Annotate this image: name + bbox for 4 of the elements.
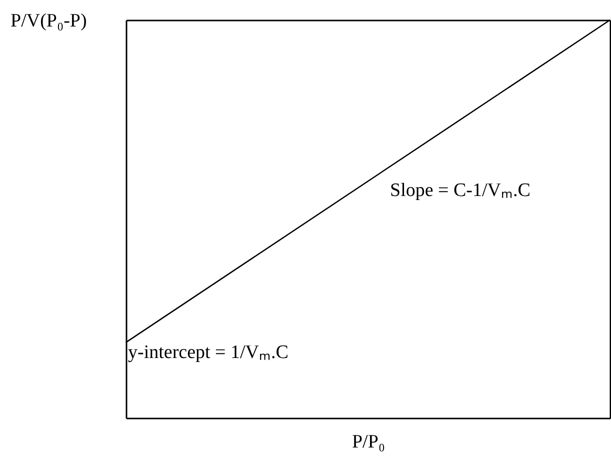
x-axis-title: P/P₀ [352, 432, 386, 452]
annotation: y-intercept = 1/Vₘ.C [128, 342, 288, 363]
y-axis-title: P/V(P₀-P) [10, 10, 87, 32]
annotation: Slope = C-1/Vₘ.C [390, 180, 530, 201]
